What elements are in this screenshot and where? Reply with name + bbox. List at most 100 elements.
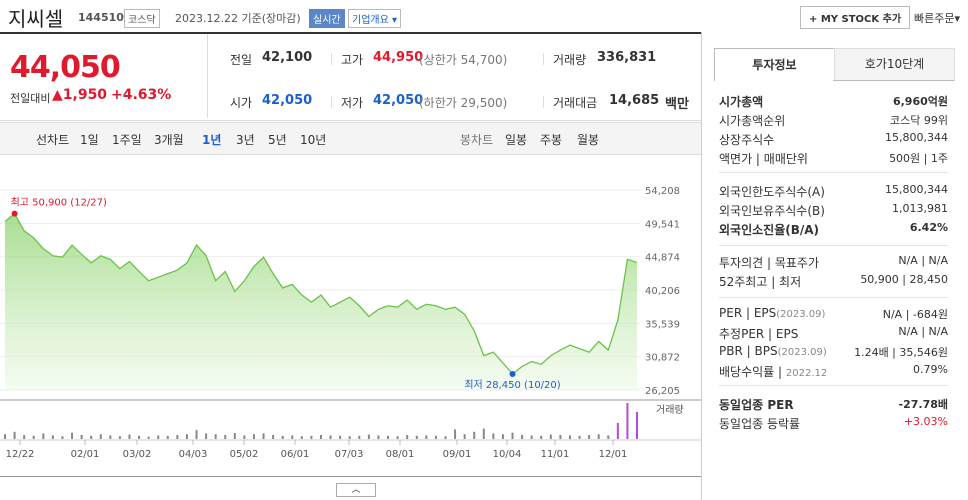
volume-bar	[463, 434, 466, 439]
info-label: PER | EPS(2023.09)	[719, 306, 826, 320]
volume-bar	[4, 434, 6, 439]
info-row: PER | EPS(2023.09) N/A | -684원	[719, 306, 948, 324]
volume-bar	[540, 435, 543, 439]
info-label: 52주최고 | 최저	[719, 275, 802, 289]
section-sep	[719, 385, 948, 386]
info-label: 외국인보유주식수(B)	[719, 204, 825, 218]
volume-bar	[367, 434, 370, 439]
collapse-button[interactable]: ︿	[336, 483, 376, 497]
volume-bar	[71, 432, 74, 439]
volume-bar	[444, 436, 447, 439]
period-tab[interactable]: 1주일	[112, 133, 142, 147]
cell-value: 42,100	[262, 50, 313, 65]
y-tick-label: 49,541	[645, 219, 680, 230]
info-value: 6,960억원	[892, 95, 948, 108]
info-row: 시가총액순위 코스닥 99위	[719, 112, 948, 130]
volume-bar	[90, 435, 93, 439]
overview-button[interactable]: 기업개요 ▾	[348, 9, 402, 28]
tab-orderbook[interactable]: 호가10단계	[834, 48, 955, 81]
min-label: 최저 28,450 (10/20)	[464, 379, 560, 391]
volume-bar	[51, 435, 54, 439]
tab-line	[833, 80, 954, 81]
candle-tab[interactable]: 월봉	[577, 133, 600, 147]
info-value: 6.42%	[909, 221, 948, 234]
x-tick-label: 12/01	[599, 449, 628, 460]
info-sub: 2022.12	[785, 368, 828, 379]
y-tick-label: 30,872	[645, 353, 680, 364]
info-row: 시가총액 6,960억원	[719, 93, 948, 111]
stock-code: 144510	[78, 11, 124, 24]
candle-tab[interactable]: 주봉	[540, 133, 563, 147]
x-tick-label: 08/01	[386, 449, 415, 460]
info-label: 상장주식수	[719, 133, 775, 147]
volume-bar	[434, 435, 437, 439]
info-row: 액면가 | 매매단위 500원 | 1주	[719, 150, 948, 168]
info-label: 외국인한도주식수(A)	[719, 185, 825, 199]
volume-bar	[501, 434, 504, 439]
volume-bar	[300, 436, 303, 439]
volume-bar	[147, 436, 150, 439]
candle-chart-label: 봉차트	[460, 133, 494, 147]
mystock-button[interactable]: + MY STOCK 추가	[800, 6, 911, 29]
volume-bar	[607, 435, 610, 439]
info-row: 상장주식수 15,800,344	[719, 131, 948, 149]
max-label: 최고 50,900 (12/27)	[11, 197, 107, 209]
info-value: 50,900 | 28,450	[860, 273, 948, 286]
volume-bar	[42, 433, 45, 439]
x-tick-label: 06/01	[281, 449, 310, 460]
period-tab[interactable]: 3개월	[154, 133, 184, 147]
tab-invest[interactable]: 투자정보	[714, 48, 835, 81]
x-tick-label: 05/02	[230, 449, 259, 460]
volume-bar	[559, 435, 562, 439]
cell-label: 전일	[230, 53, 253, 67]
info-row: 외국인한도주식수(A) 15,800,344	[719, 183, 948, 201]
volume-bar	[214, 434, 217, 439]
info-row: 추정PER | EPS N/A | N/A	[719, 325, 948, 343]
volume-bar	[224, 435, 227, 439]
cell-label: 저가	[341, 96, 364, 110]
change: ▲1,950	[52, 87, 108, 103]
info-row: 투자의견 | 목표주가 N/A | N/A	[719, 254, 948, 272]
cell-value: 42,050	[373, 93, 424, 108]
volume-bar	[233, 433, 236, 439]
period-tab[interactable]: 1년	[202, 133, 222, 147]
info-sub: (2023.09)	[777, 347, 827, 358]
section-sep	[719, 245, 948, 246]
price-line	[4, 212, 638, 375]
info-row: 배당수익률 | 2022.12 0.79%	[719, 363, 948, 381]
candle-tab[interactable]: 일봉	[505, 133, 528, 147]
cell-note: (상한가 54,700)	[419, 53, 508, 67]
volume-bar	[597, 434, 600, 439]
stock-name: 지씨셀	[8, 7, 64, 31]
info-value: -27.78배	[898, 398, 948, 411]
y-tick-label: 40,206	[645, 286, 680, 297]
change-pct: +4.63%	[111, 87, 172, 103]
market-badge: 코스닥	[124, 9, 160, 28]
period-tab[interactable]: 10년	[300, 133, 327, 147]
info-row: PBR | BPS(2023.09) 1.24배 | 35,546원	[719, 344, 948, 362]
info-sub: (2023.09)	[776, 309, 826, 320]
cell-sep	[543, 53, 544, 65]
realtime-badge[interactable]: 실시간	[309, 9, 345, 28]
info-label: 투자의견 | 목표주가	[719, 256, 819, 270]
cell-label: 고가	[341, 53, 364, 67]
period-tab[interactable]: 3년	[236, 133, 255, 147]
y-tick-label: 35,539	[645, 319, 680, 330]
section-sep	[719, 297, 948, 298]
volume-bar	[272, 435, 275, 439]
info-row: 52주최고 | 최저 50,900 | 28,450	[719, 273, 948, 291]
cell-unit: 백만	[665, 97, 689, 112]
cell-value: 336,831	[597, 50, 657, 65]
volume-bar	[415, 435, 418, 439]
max-point	[11, 210, 18, 217]
period-tab[interactable]: 5년	[268, 133, 287, 147]
volume-bar	[377, 435, 380, 439]
period-tab[interactable]: 1일	[80, 133, 99, 147]
info-value: 1,013,981	[892, 202, 948, 215]
overview-text: 기업개요	[352, 15, 389, 26]
info-value: N/A | N/A	[898, 254, 948, 267]
x-tick-label: 12/22	[6, 449, 35, 460]
cell-sep	[543, 96, 544, 108]
quick-order[interactable]: 빠른주문▾	[914, 12, 961, 25]
